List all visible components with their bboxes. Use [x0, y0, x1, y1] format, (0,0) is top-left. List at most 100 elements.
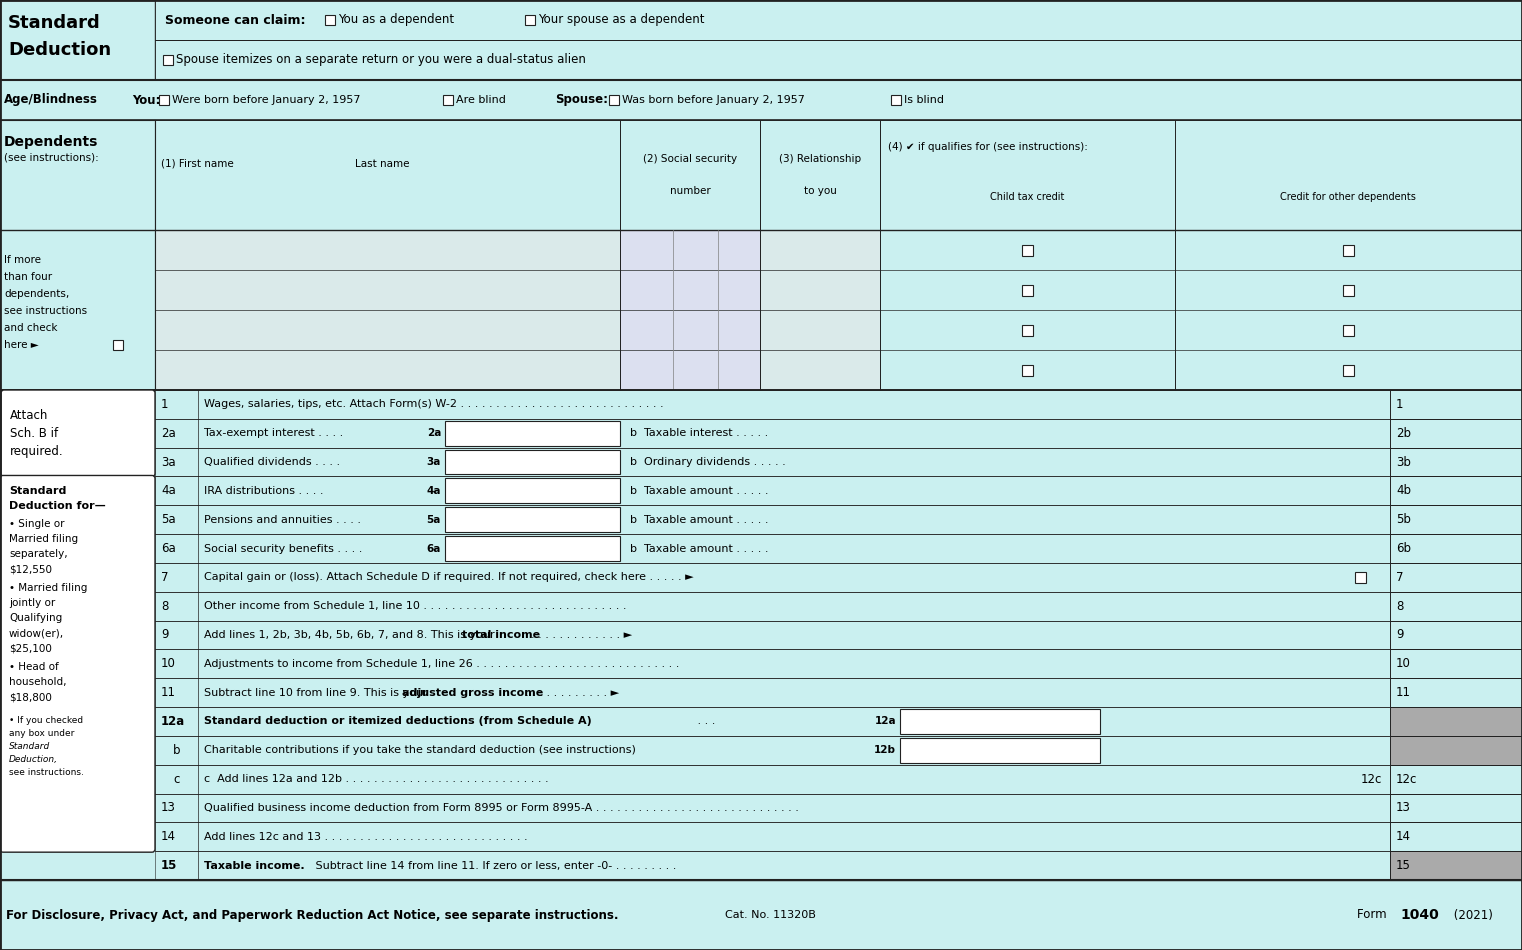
- Bar: [155, 707, 1522, 736]
- Text: 12b: 12b: [874, 746, 896, 755]
- Text: Deduction,: Deduction,: [9, 755, 58, 764]
- Text: 7: 7: [1396, 571, 1403, 584]
- Text: widow(er),: widow(er),: [9, 629, 64, 638]
- Text: Tax-exempt interest . . . .: Tax-exempt interest . . . .: [204, 428, 344, 438]
- Bar: [155, 823, 1522, 851]
- Text: . . .: . . .: [694, 716, 715, 727]
- Bar: [890, 95, 901, 105]
- Bar: [1390, 823, 1522, 851]
- Text: Pensions and annuities . . . .: Pensions and annuities . . . .: [204, 515, 361, 524]
- Text: Add lines 12c and 13 . . . . . . . . . . . . . . . . . . . . . . . . . . . . .: Add lines 12c and 13 . . . . . . . . . .…: [204, 832, 528, 842]
- Bar: [155, 505, 1522, 534]
- Text: Married filing: Married filing: [9, 535, 78, 544]
- Bar: [619, 230, 759, 270]
- Text: 12c: 12c: [1396, 772, 1417, 786]
- Text: 1: 1: [161, 398, 169, 411]
- Bar: [155, 736, 1522, 765]
- Text: 3a: 3a: [426, 457, 441, 467]
- Bar: [155, 851, 1522, 880]
- Bar: [1175, 310, 1522, 350]
- Text: jointly or: jointly or: [9, 598, 55, 608]
- Bar: [759, 270, 880, 310]
- Text: $18,800: $18,800: [9, 693, 52, 702]
- Bar: [1021, 325, 1032, 335]
- FancyBboxPatch shape: [0, 475, 155, 852]
- Text: (2021): (2021): [1450, 908, 1493, 922]
- Text: Deduction: Deduction: [8, 41, 111, 59]
- Text: 6a: 6a: [426, 543, 441, 554]
- Bar: [1390, 419, 1522, 447]
- Bar: [1390, 477, 1522, 505]
- Bar: [1390, 592, 1522, 620]
- Text: (3) Relationship: (3) Relationship: [779, 154, 861, 163]
- Bar: [0, 0, 155, 80]
- Text: Qualifying: Qualifying: [9, 614, 62, 623]
- Text: Child tax credit: Child tax credit: [989, 192, 1064, 202]
- Text: 7: 7: [161, 571, 169, 584]
- Text: Qualified dividends . . . .: Qualified dividends . . . .: [204, 457, 339, 467]
- Bar: [1390, 390, 1522, 419]
- Text: (2) Social security: (2) Social security: [642, 154, 737, 163]
- Bar: [155, 270, 619, 310]
- Bar: [113, 340, 123, 350]
- Text: 15: 15: [161, 859, 178, 872]
- Text: Is blind: Is blind: [904, 95, 944, 105]
- Bar: [880, 230, 1175, 270]
- Bar: [619, 120, 759, 230]
- Text: Last name: Last name: [355, 159, 409, 169]
- Bar: [1390, 793, 1522, 823]
- Bar: [1390, 707, 1522, 736]
- Bar: [1355, 572, 1365, 583]
- Bar: [155, 563, 1522, 592]
- Text: 11: 11: [1396, 686, 1411, 699]
- Text: 5b: 5b: [1396, 513, 1411, 526]
- Bar: [1342, 325, 1353, 335]
- Text: For Disclosure, Privacy Act, and Paperwork Reduction Act Notice, see separate in: For Disclosure, Privacy Act, and Paperwo…: [6, 908, 618, 922]
- Text: Capital gain or (loss). Attach Schedule D if required. If not required, check he: Capital gain or (loss). Attach Schedule …: [204, 572, 694, 582]
- Text: Credit for other dependents: Credit for other dependents: [1280, 192, 1415, 202]
- Text: 12a: 12a: [161, 715, 186, 728]
- Text: 5a: 5a: [161, 513, 175, 526]
- Text: (4) ✔ if qualifies for (see instructions):: (4) ✔ if qualifies for (see instructions…: [887, 142, 1088, 153]
- Text: adjusted gross income: adjusted gross income: [402, 688, 543, 697]
- Bar: [1175, 230, 1522, 270]
- Bar: [880, 310, 1175, 350]
- Text: 3b: 3b: [1396, 456, 1411, 468]
- Text: 2a: 2a: [161, 427, 175, 440]
- Bar: [155, 419, 1522, 447]
- Text: 13: 13: [161, 802, 177, 814]
- Text: $25,100: $25,100: [9, 643, 52, 654]
- Text: Cat. No. 11320B: Cat. No. 11320B: [724, 910, 816, 920]
- Bar: [1390, 620, 1522, 650]
- Bar: [900, 738, 1100, 763]
- Bar: [759, 230, 880, 270]
- Text: Your spouse as a dependent: Your spouse as a dependent: [537, 13, 705, 27]
- Bar: [1175, 270, 1522, 310]
- Text: 9: 9: [161, 629, 169, 641]
- Bar: [155, 650, 1522, 678]
- Bar: [1021, 244, 1032, 256]
- Bar: [1390, 851, 1522, 880]
- Bar: [155, 40, 1522, 80]
- Text: Add lines 1, 2b, 3b, 4b, 5b, 6b, 7, and 8. This is your: Add lines 1, 2b, 3b, 4b, 5b, 6b, 7, and …: [204, 630, 498, 640]
- Text: household,: household,: [9, 677, 67, 688]
- Bar: [1390, 534, 1522, 563]
- Bar: [444, 507, 619, 532]
- Bar: [1390, 563, 1522, 592]
- Bar: [1175, 350, 1522, 390]
- Bar: [155, 793, 1522, 823]
- Bar: [1390, 851, 1522, 880]
- Text: 15: 15: [1396, 859, 1411, 872]
- Bar: [155, 350, 619, 390]
- Text: Someone can claim:: Someone can claim:: [164, 13, 306, 27]
- Text: Subtract line 14 from line 11. If zero or less, enter -0- . . . . . . . . .: Subtract line 14 from line 11. If zero o…: [312, 861, 676, 870]
- Text: see instructions: see instructions: [5, 306, 87, 316]
- Bar: [619, 310, 759, 350]
- Text: and check: and check: [5, 323, 58, 333]
- Text: IRA distributions . . . .: IRA distributions . . . .: [204, 485, 324, 496]
- Text: Were born before January 2, 1957: Were born before January 2, 1957: [172, 95, 361, 105]
- Text: required.: required.: [11, 445, 64, 458]
- Text: 5a: 5a: [426, 515, 441, 524]
- Text: . . . . . . . . . . . . . ►: . . . . . . . . . . . . . ►: [511, 688, 619, 697]
- Text: Attach: Attach: [11, 408, 49, 422]
